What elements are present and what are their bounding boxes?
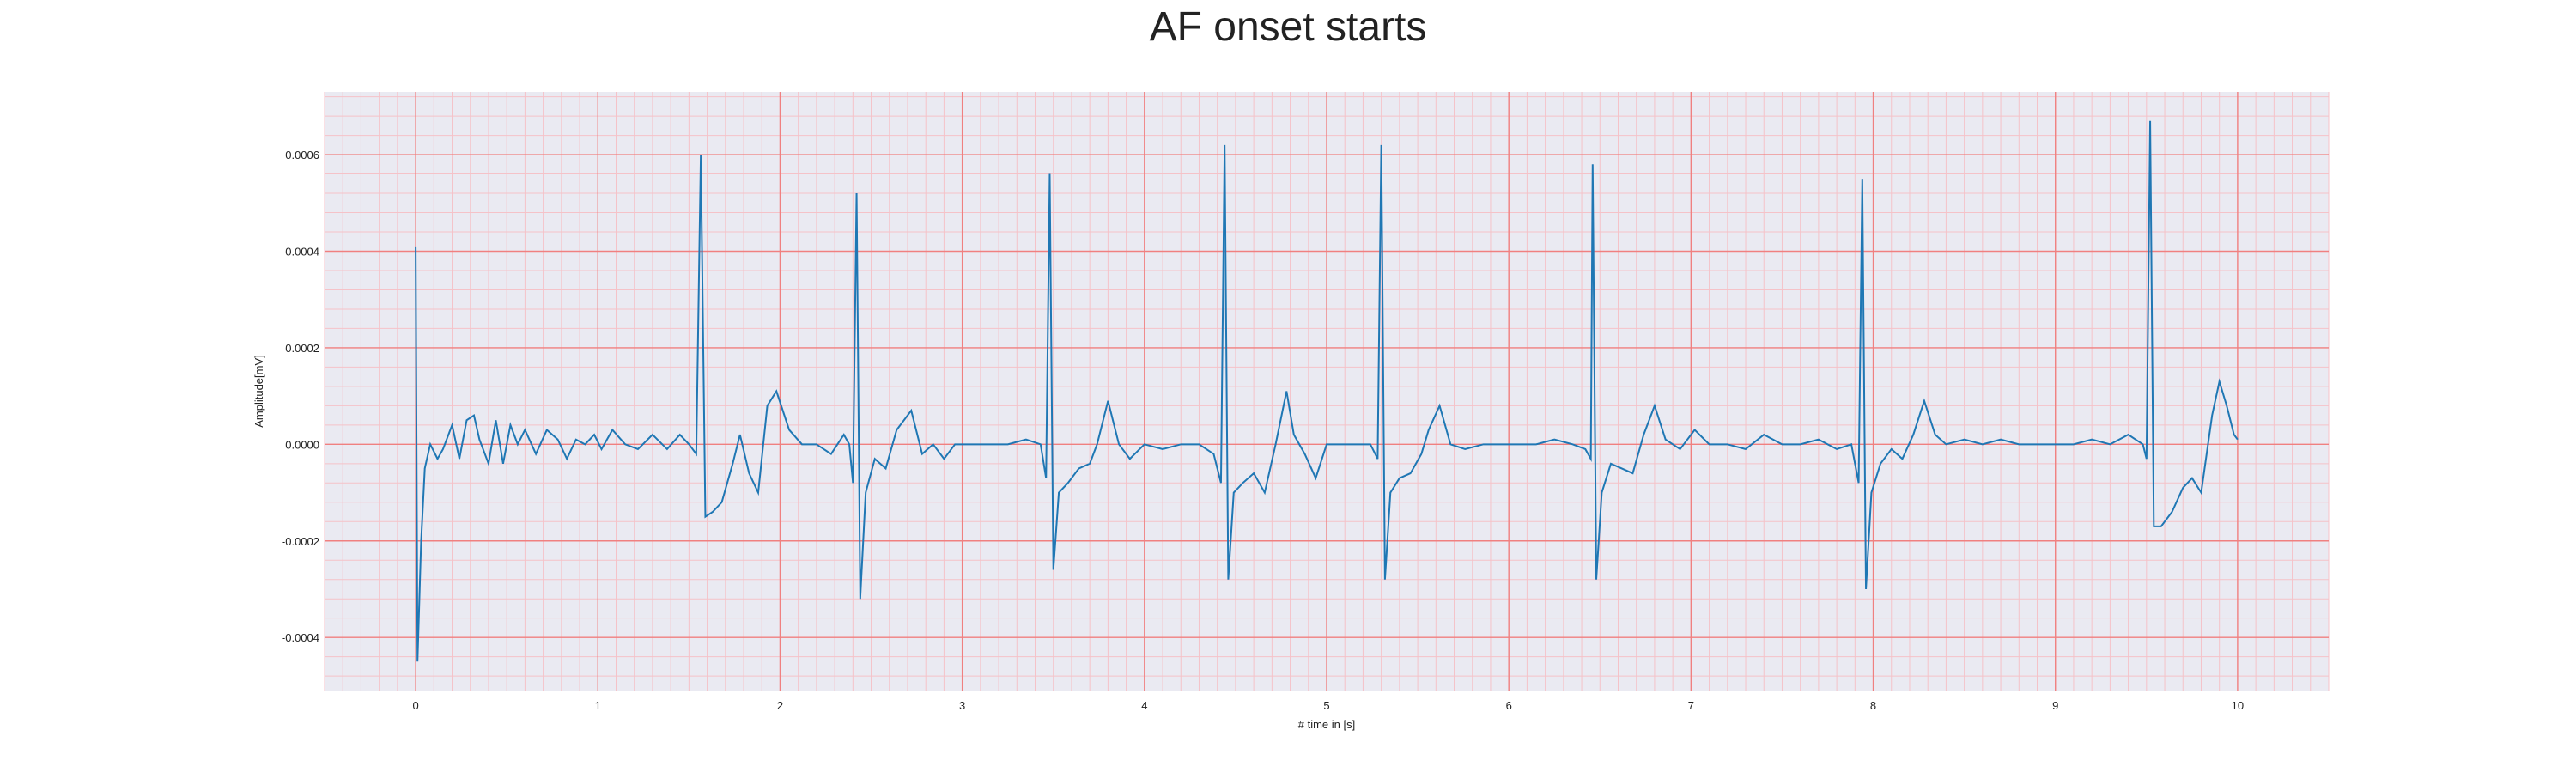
x-tick-label: 2 [777,699,783,712]
x-tick-label: 5 [1323,699,1329,712]
x-tick-label: 6 [1506,699,1512,712]
x-tick-label: 8 [1870,699,1876,712]
y-tick-label: 0.0002 [285,342,319,355]
ecg-series-line [415,120,2239,662]
y-axis-label: Amplitude[mV] [252,355,265,428]
x-tick-label: 0 [412,699,418,712]
x-tick-label: 10 [2232,699,2244,712]
y-tick-label: 0.0006 [285,149,319,161]
chart-title: AF onset starts [1149,4,1427,50]
y-tick-labels: -0.0004 -0.0002 0.0000 0.0002 0.0004 0.0006 [282,149,319,644]
x-tick-label: 9 [2052,699,2058,712]
x-tick-label: 4 [1141,699,1147,712]
x-tick-label: 1 [595,699,601,712]
x-tick-labels: 0 1 2 3 4 5 6 7 8 9 10 [412,699,2244,712]
x-tick-label: 7 [1688,699,1694,712]
y-tick-label: 0.0000 [285,438,319,451]
y-tick-label: -0.0002 [282,535,319,548]
x-tick-label: 3 [959,699,965,712]
y-tick-label: -0.0004 [282,631,319,644]
x-axis-label: # time in [s] [1298,718,1355,731]
y-tick-label: 0.0004 [285,245,319,258]
